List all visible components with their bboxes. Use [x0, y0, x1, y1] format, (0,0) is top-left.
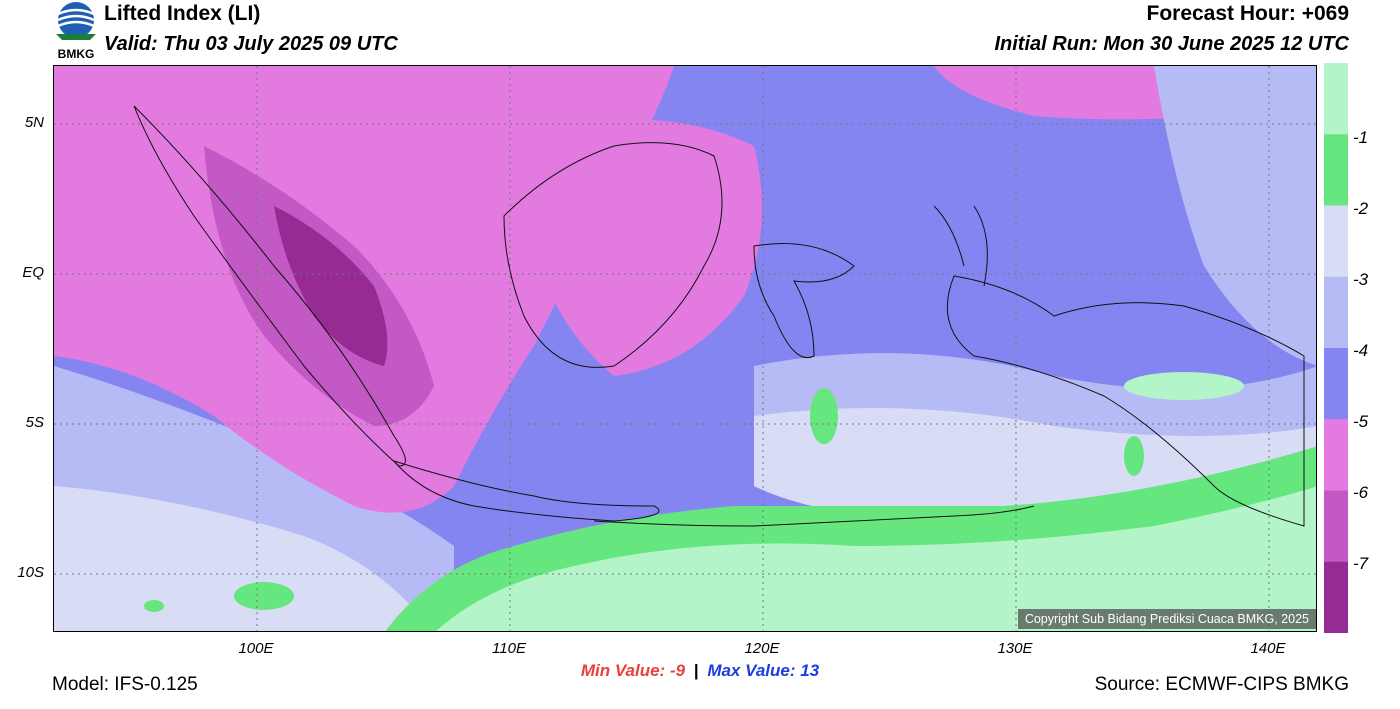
min-max-values: Min Value: -9 | Max Value: 13 [0, 661, 1400, 681]
bmkg-logo: BMKG [52, 0, 100, 62]
forecast-hour: Forecast Hour: +069 [1146, 2, 1350, 25]
colorbar-label: -1 [1353, 128, 1369, 147]
lat-label-5n: 5N [24, 114, 44, 131]
colorbar-swatch [1324, 134, 1348, 206]
lat-label-5s: 5S [25, 414, 44, 431]
data-source: Source: ECMWF-CIPS BMKG [1094, 674, 1349, 695]
colorbar-swatches [1324, 63, 1348, 634]
colorbar-label: -6 [1353, 483, 1369, 502]
copyright-notice: Copyright Sub Bidang Prediksi Cuaca BMKG… [1017, 609, 1316, 629]
colorbar-swatch [1324, 348, 1348, 420]
lifted-index-map [53, 65, 1317, 632]
colorbar-swatch [1324, 490, 1348, 563]
colorbar-swatch [1324, 276, 1348, 349]
colorbar-label: -2 [1353, 199, 1369, 218]
page-title: Lifted Index (LI) [104, 2, 261, 25]
lon-label-100e: 100E [238, 640, 274, 657]
lon-label-140e: 140E [1250, 640, 1286, 657]
lat-label-10s: 10S [17, 564, 44, 581]
lat-label-eq: EQ [22, 264, 44, 281]
min-label: Min Value: [580, 661, 666, 680]
map-field [54, 66, 1316, 631]
colorbar-label: -3 [1353, 270, 1369, 289]
max-label: Max Value: [707, 661, 796, 680]
colorbar-swatch [1324, 561, 1348, 634]
colorbar-swatch [1324, 205, 1348, 278]
lon-label-120e: 120E [744, 640, 780, 657]
colorbar-label: -7 [1353, 554, 1369, 573]
colorbar-swatch [1324, 419, 1348, 491]
colorbar-label: -4 [1353, 341, 1369, 360]
model-name: Model: IFS-0.125 [52, 674, 198, 695]
lon-label-130e: 130E [997, 640, 1033, 657]
logo-text: BMKG [58, 47, 95, 61]
colorbar-swatch [1324, 63, 1348, 135]
min-value: -9 [669, 661, 686, 680]
colorbar-label: -5 [1353, 412, 1369, 431]
min-max-separator: | [693, 661, 699, 680]
bmkg-logo-icon: BMKG [56, 2, 96, 61]
lon-label-110e: 110E [492, 640, 526, 657]
colorbar [1324, 63, 1348, 634]
initial-run: Initial Run: Mon 30 June 2025 12 UTC [994, 33, 1349, 55]
max-value: 13 [800, 661, 820, 680]
valid-time: Valid: Thu 03 July 2025 09 UTC [104, 33, 398, 55]
